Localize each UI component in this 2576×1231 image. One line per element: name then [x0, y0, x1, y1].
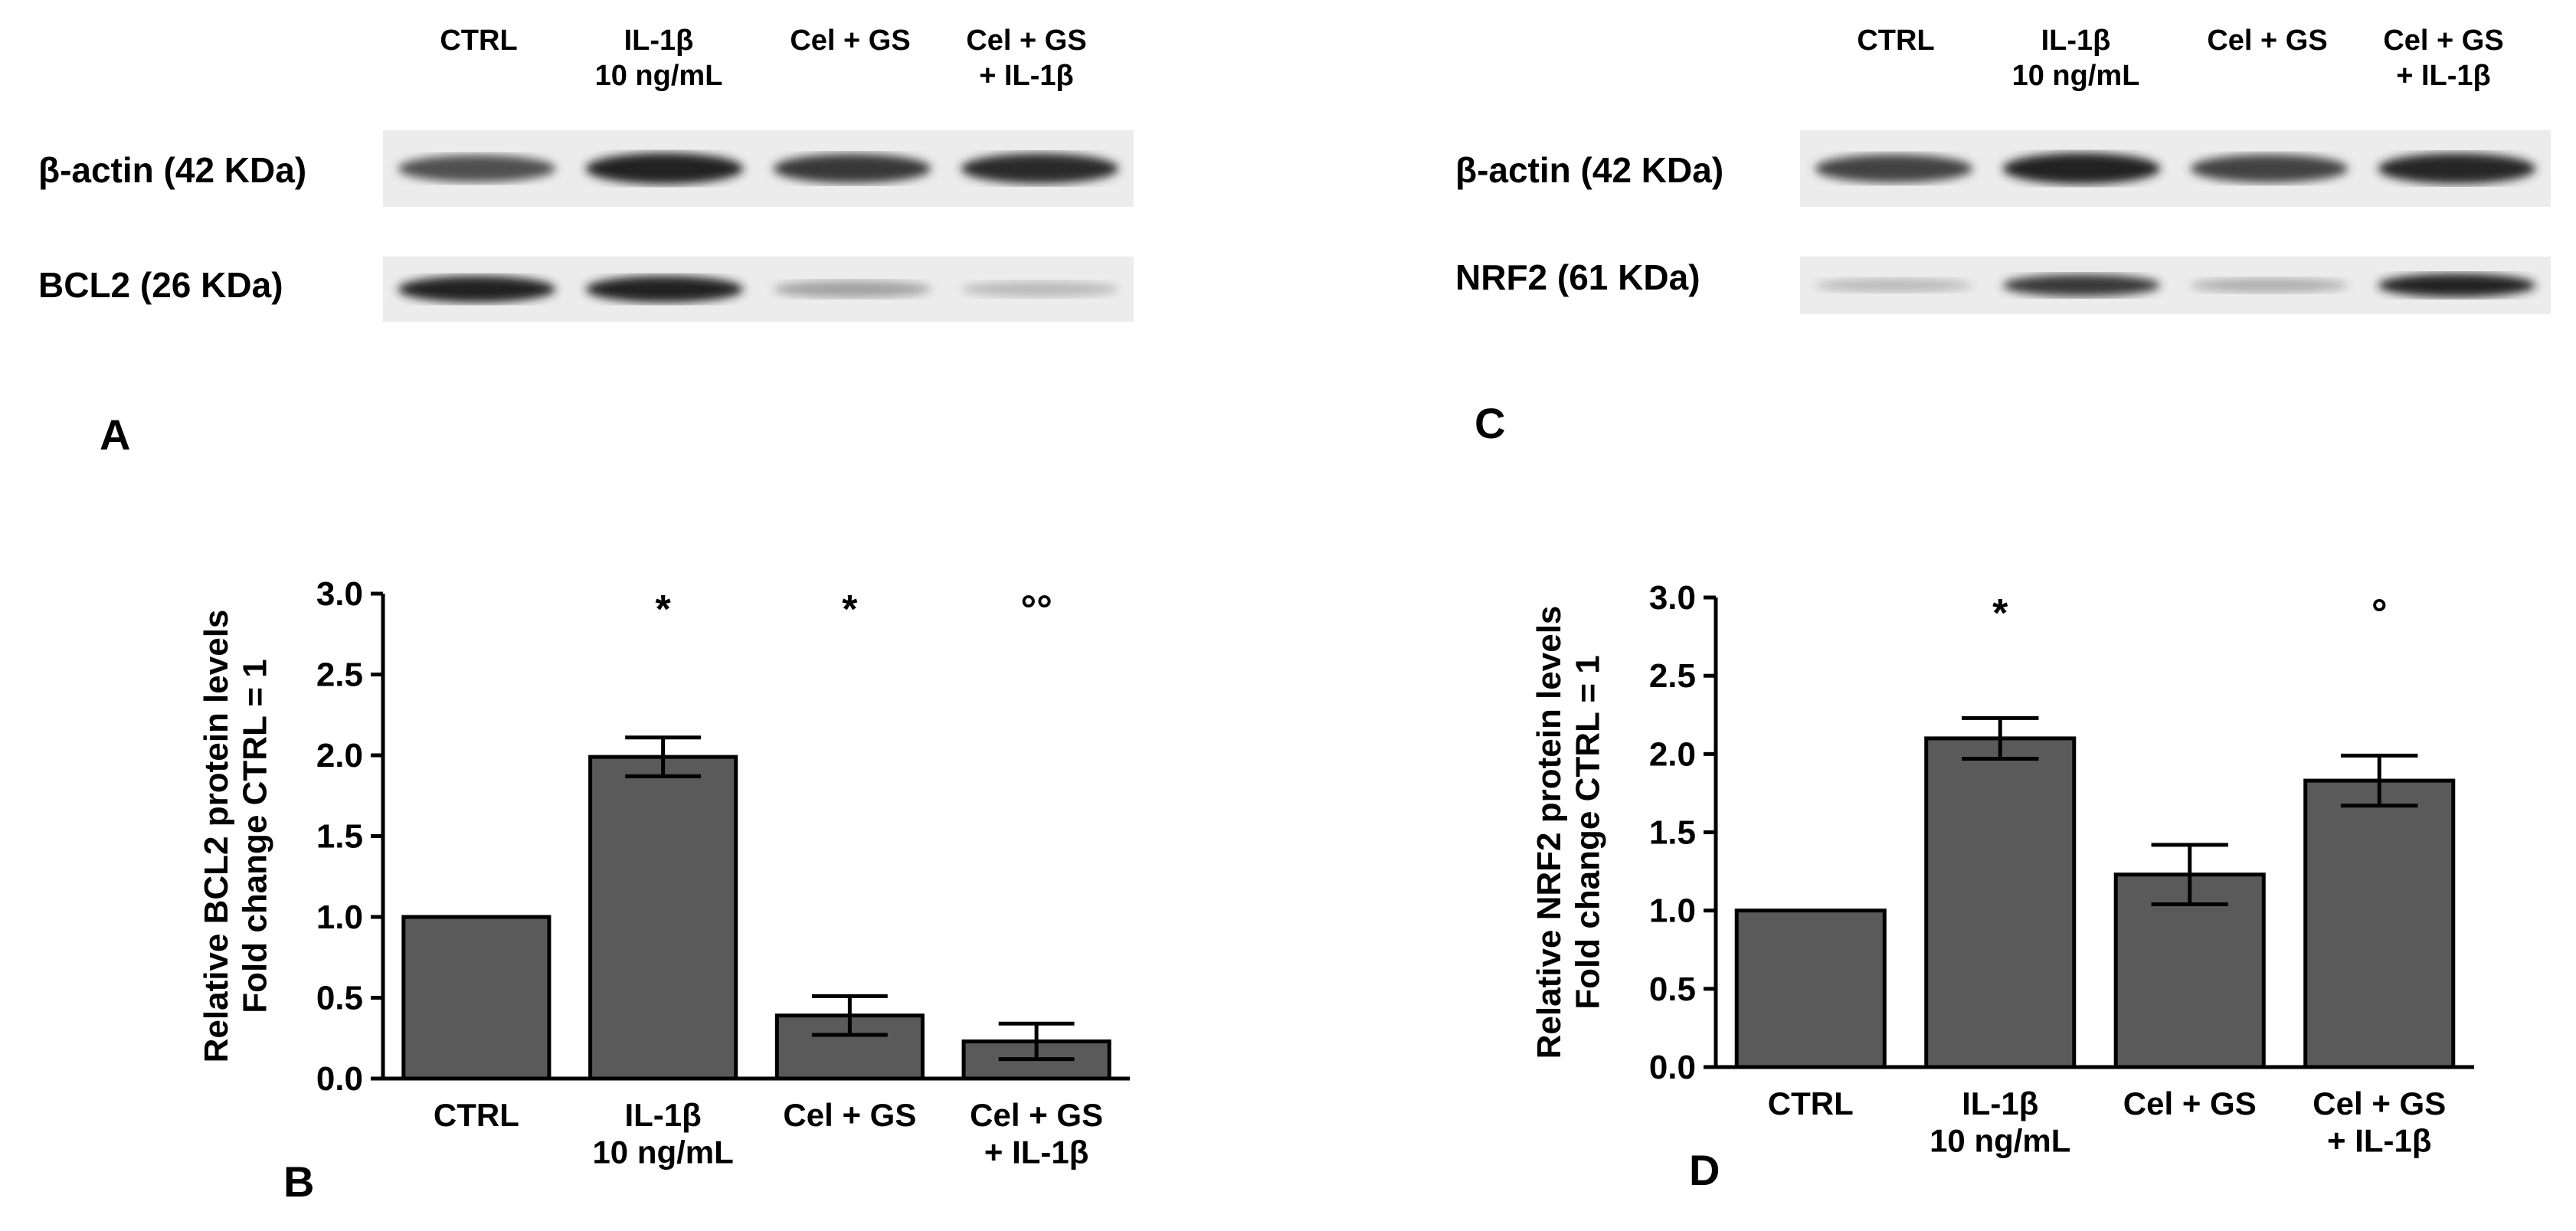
blot-strip-actin-a [383, 130, 1134, 207]
lane-label-celgs-il1b: Cel + GS + IL-1β [966, 25, 1087, 92]
lane-label-ctrl-c: CTRL [1857, 25, 1935, 57]
nrf2-band-0 [1815, 278, 1973, 293]
nrf2-chart-y-tick-label: 1.5 [1649, 814, 1696, 852]
row-label-nrf2: NRF2 (61 KDa) [1455, 257, 1700, 297]
actin-c-band-1 [2002, 152, 2161, 185]
panel-letter-a: A [100, 411, 131, 459]
bcl2-chart-significance-3: °° [1020, 588, 1052, 632]
nrf2-chart-bar-1 [1924, 736, 2077, 1069]
bcl2-chart-significance-1: * [656, 588, 672, 632]
bcl2-chart-y-tick-label: 2.0 [316, 737, 363, 774]
bcl2-chart-category-label-0: CTRL [434, 1097, 519, 1133]
panel-letter-d: D [1689, 1146, 1720, 1194]
nrf2-band-2 [2190, 278, 2349, 293]
nrf2-chart-bar-3 [2303, 778, 2456, 1069]
lane-label-il1b-c: IL-1β 10 ng/mL [2011, 25, 2140, 92]
panel-letter-b: B [283, 1157, 315, 1206]
bcl2-chart-y-tick-label: 0.0 [316, 1060, 363, 1098]
bcl2-band-2 [773, 280, 931, 298]
row-label-actin-c: β-actin (42 KDa) [1455, 150, 1724, 190]
nrf2-chart-category-label-1: IL-1β 10 ng/mL [1930, 1085, 2070, 1158]
actin-a-band-3 [961, 153, 1119, 184]
bcl2-chart-category-label-1: IL-1β 10 ng/mL [592, 1097, 733, 1170]
actin-a-band-2 [773, 153, 931, 184]
bcl2-chart-category-label-2: Cel + GS [783, 1097, 916, 1133]
actin-a-band-1 [585, 152, 744, 185]
nrf2-band-3 [2378, 273, 2536, 297]
bcl2-chart-bar-0 [401, 915, 552, 1081]
nrf2-chart-y-tick-label: 2.5 [1649, 657, 1696, 695]
nrf2-band-1 [2002, 274, 2161, 296]
nrf2-chart-bar-0 [1734, 909, 1887, 1069]
nrf2-chart-y-tick-label: 1.0 [1649, 892, 1696, 930]
bar-chart-d: Relative NRF2 protein levelsFold change … [1530, 579, 2474, 1158]
row-label-actin-a: β-actin (42 KDa) [38, 150, 307, 190]
bcl2-band-0 [398, 276, 556, 303]
actin-c-band-0 [1815, 154, 1973, 183]
bcl2-chart-bar-1 [588, 755, 738, 1081]
actin-a-band-0 [398, 155, 556, 182]
nrf2-chart-y-tick-label: 0.5 [1649, 971, 1696, 1008]
nrf2-chart-bar-2 [2113, 873, 2266, 1069]
bcl2-chart-y-tick-label: 1.5 [316, 818, 363, 856]
bcl2-band-1 [585, 276, 744, 303]
nrf2-chart-category-label-0: CTRL [1768, 1085, 1854, 1121]
bcl2-band-3 [961, 281, 1119, 297]
row-label-bcl2: BCL2 (26 KDa) [38, 265, 283, 305]
lane-label-celgs: Cel + GS [790, 25, 911, 57]
bcl2-chart-y-tick-label: 2.5 [316, 656, 363, 694]
nrf2-chart-y-axis-label: Relative NRF2 protein levelsFold change … [1530, 606, 1607, 1059]
blot-strip-nrf2 [1800, 257, 2551, 314]
nrf2-chart-significance-3: ° [2371, 591, 2388, 636]
nrf2-chart-y-tick-label: 0.0 [1649, 1049, 1696, 1086]
blot-strip-actin-c [1800, 130, 2551, 207]
bar-chart-b: Relative BCL2 protein levelsFold change … [198, 575, 1130, 1170]
bcl2-chart-y-tick-label: 3.0 [316, 575, 363, 613]
actin-c-band-3 [2378, 153, 2536, 184]
nrf2-chart-category-label-3: Cel + GS + IL-1β [2313, 1085, 2446, 1158]
bcl2-chart-y-axis-label: Relative BCL2 protein levelsFold change … [198, 610, 274, 1063]
actin-c-band-2 [2190, 154, 2349, 183]
panel-letter-c: C [1475, 399, 1506, 447]
blot-strip-bcl2 [383, 257, 1134, 322]
bcl2-chart-y-tick-label: 0.5 [316, 980, 363, 1017]
nrf2-chart-category-label-2: Cel + GS [2123, 1085, 2257, 1121]
lane-label-celgs-c: Cel + GS [2207, 25, 2328, 57]
nrf2-chart-significance-1: * [1992, 591, 2008, 636]
nrf2-chart-y-tick-label: 3.0 [1649, 579, 1696, 617]
nrf2-chart-y-tick-label: 2.0 [1649, 735, 1696, 773]
bcl2-chart-significance-2: * [842, 588, 858, 632]
bcl2-chart-y-tick-label: 1.0 [316, 899, 363, 936]
lane-label-il1b: IL-1β 10 ng/mL [594, 25, 723, 92]
lane-label-ctrl: CTRL [440, 25, 518, 57]
lane-label-celgs-il1b-c: Cel + GS + IL-1β [2383, 25, 2504, 92]
bcl2-chart-category-label-3: Cel + GS + IL-1β [970, 1097, 1103, 1170]
